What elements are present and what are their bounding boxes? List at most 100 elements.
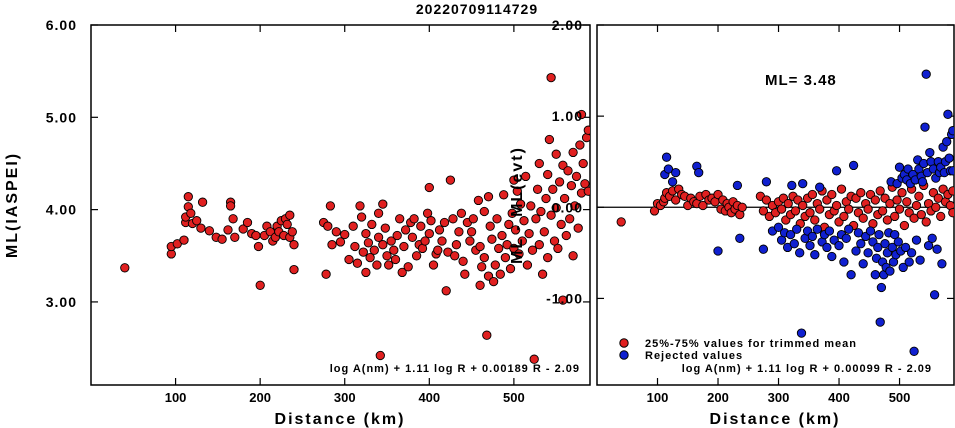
left-data-point [428, 260, 439, 270]
right-data-point [948, 126, 954, 136]
left-data-point [543, 169, 553, 180]
left-xtick-label: 300 [334, 390, 356, 405]
right-data-point [904, 257, 914, 267]
left-data-point [558, 295, 568, 305]
right-data-point [863, 248, 873, 258]
left-data-point [253, 241, 264, 252]
left-data-point [450, 251, 460, 261]
left-data-point [495, 269, 505, 279]
left-data-point [424, 228, 434, 239]
right-xtick-label: 200 [707, 390, 729, 405]
left-data-point [363, 238, 374, 248]
left-data-point [325, 201, 336, 211]
left-data-point [499, 190, 509, 200]
right-data-point [936, 211, 946, 222]
left-data-point [517, 236, 527, 246]
right-data-point [880, 239, 890, 249]
left-xtick-label: 400 [418, 390, 440, 405]
left-data-point [321, 269, 331, 279]
left-data-point [285, 210, 295, 220]
left-data-point [361, 228, 371, 239]
left-data-point [522, 260, 533, 270]
right-data-point [732, 180, 743, 191]
left-data-point [287, 227, 297, 237]
left-data-point [505, 264, 516, 274]
right-data-point [925, 147, 935, 158]
left-data-point [568, 251, 578, 261]
left-chart: 3.00 4.00 5.00 6.00 100 200 300 400 500 log A(n… [4, 17, 591, 428]
ml-value-label: ML= 3.48 [765, 72, 837, 89]
right-data-point [856, 239, 866, 249]
left-data-point [228, 214, 238, 224]
right-data-point [882, 215, 893, 225]
left-data-point [348, 221, 358, 231]
right-data-point [873, 242, 883, 253]
right-data-point [931, 202, 941, 212]
left-points [120, 72, 590, 364]
right-data-point [758, 206, 769, 216]
right-data-point [892, 195, 902, 205]
left-data-point [192, 216, 202, 226]
left-data-point [424, 182, 434, 193]
left-y-axis-label: ML(IASPEI) [4, 152, 21, 258]
left-x-axis-label: Distance (km) [275, 411, 406, 428]
right-data-point [909, 346, 919, 356]
right-data-point [885, 266, 895, 276]
left-data-point [389, 245, 399, 255]
left-data-point [583, 186, 590, 196]
right-data-point [735, 233, 745, 243]
right-y-axis-label: ML - ML(evt) [509, 146, 526, 264]
left-data-point [544, 134, 555, 145]
right-data-point [874, 229, 884, 240]
right-data-point [865, 226, 876, 236]
right-data-point [616, 217, 626, 227]
right-data-point [948, 186, 954, 196]
right-data-point [783, 198, 793, 209]
left-data-point [556, 219, 566, 230]
right-data-point [937, 259, 947, 269]
left-data-point [384, 260, 394, 270]
left-data-point [578, 158, 588, 169]
left-data-point [426, 216, 436, 226]
left-data-point [507, 208, 517, 218]
left-data-point [448, 214, 458, 224]
right-data-point [911, 200, 922, 211]
right-xtick-label: 500 [889, 390, 911, 405]
left-data-point [543, 252, 553, 263]
right-data-point [805, 240, 815, 251]
right-data-point [902, 197, 912, 207]
left-data-point [255, 280, 265, 290]
legend-marker-rejected [619, 350, 629, 360]
figure-title: 20220709114729 [416, 1, 538, 17]
right-data-point [758, 244, 769, 254]
right-data-point [942, 137, 952, 147]
right-data-point [807, 189, 818, 200]
left-data-point [521, 171, 531, 182]
left-data-point [548, 184, 558, 194]
right-data-point [798, 200, 808, 211]
left-data-point [519, 216, 529, 226]
left-data-point [546, 210, 556, 220]
right-data-point [927, 233, 937, 243]
left-data-point [350, 241, 360, 252]
left-data-point [390, 254, 401, 265]
right-data-point [923, 240, 934, 251]
left-data-point [531, 214, 541, 224]
left-data-point [465, 236, 475, 246]
right-data-point [894, 204, 905, 214]
right-data-point [875, 317, 885, 327]
right-data-point [877, 206, 888, 216]
right-data-point [698, 200, 708, 211]
left-data-point [479, 206, 489, 217]
left-data-point [504, 219, 514, 230]
left-data-point [536, 206, 546, 217]
right-data-point [671, 167, 681, 178]
left-data-point [358, 247, 368, 257]
right-data-point [827, 251, 837, 262]
right-data-point [844, 224, 854, 234]
left-data-point [458, 256, 468, 266]
left-data-point [539, 227, 549, 237]
left-data-point [571, 171, 582, 182]
right-data-point [796, 328, 807, 338]
left-data-point [378, 199, 388, 209]
